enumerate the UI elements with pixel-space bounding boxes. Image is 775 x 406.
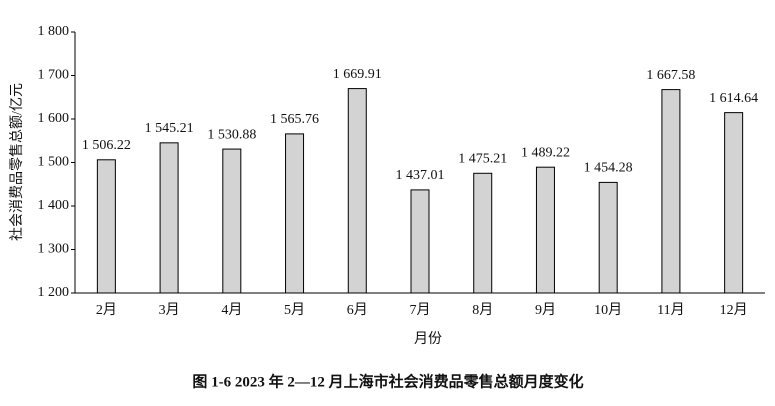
bar	[535, 166, 555, 294]
x-tick-label: 11月	[657, 302, 684, 318]
value-label: 1 614.64	[709, 91, 758, 106]
bar	[661, 89, 681, 294]
x-tick-label: 3月	[159, 302, 180, 318]
x-axis-label: 月份	[414, 331, 442, 347]
x-tick-label: 10月	[594, 302, 622, 318]
value-label: 1 545.21	[145, 121, 194, 136]
x-tick-label: 12月	[720, 302, 748, 318]
value-label: 1 565.76	[270, 112, 319, 127]
x-tick-label: 5月	[284, 302, 305, 318]
y-axis-label: 社会消费品零售总额/亿元	[9, 83, 25, 241]
y-tick-label: 1 400	[38, 198, 70, 213]
x-tick-label: 6月	[347, 302, 368, 318]
y-tick-label: 1 600	[38, 111, 70, 126]
value-label: 1 667.58	[646, 68, 695, 83]
y-tick-label: 1 800	[38, 24, 70, 39]
x-tick-label: 4月	[221, 302, 242, 318]
x-tick-label: 7月	[410, 302, 431, 318]
bar	[222, 148, 242, 294]
bar	[473, 172, 493, 294]
bar	[724, 112, 744, 294]
bar	[96, 159, 116, 294]
y-tick-label: 1 700	[38, 68, 70, 83]
y-tick-label: 1 200	[38, 285, 70, 300]
caption: 图 1-6 2023 年 2—12 月上海市社会消费品零售总额月度变化	[192, 372, 583, 390]
value-label: 1 454.28	[584, 161, 633, 176]
value-label: 1 506.22	[82, 138, 131, 153]
value-label: 1 489.22	[521, 145, 570, 160]
x-tick-label: 9月	[535, 302, 556, 318]
bar	[285, 133, 305, 294]
value-label: 1 530.88	[207, 127, 256, 142]
x-tick-label: 2月	[96, 302, 117, 318]
x-tick-label: 8月	[472, 302, 493, 318]
bar	[410, 189, 430, 294]
value-label: 1 475.21	[458, 152, 507, 167]
y-tick-label: 1 500	[38, 155, 70, 170]
value-label: 1 669.91	[333, 67, 382, 82]
value-label: 1 437.01	[396, 168, 445, 183]
bar	[347, 88, 367, 294]
bar	[598, 181, 618, 294]
y-tick-label: 1 300	[38, 242, 70, 257]
bar	[159, 142, 179, 294]
